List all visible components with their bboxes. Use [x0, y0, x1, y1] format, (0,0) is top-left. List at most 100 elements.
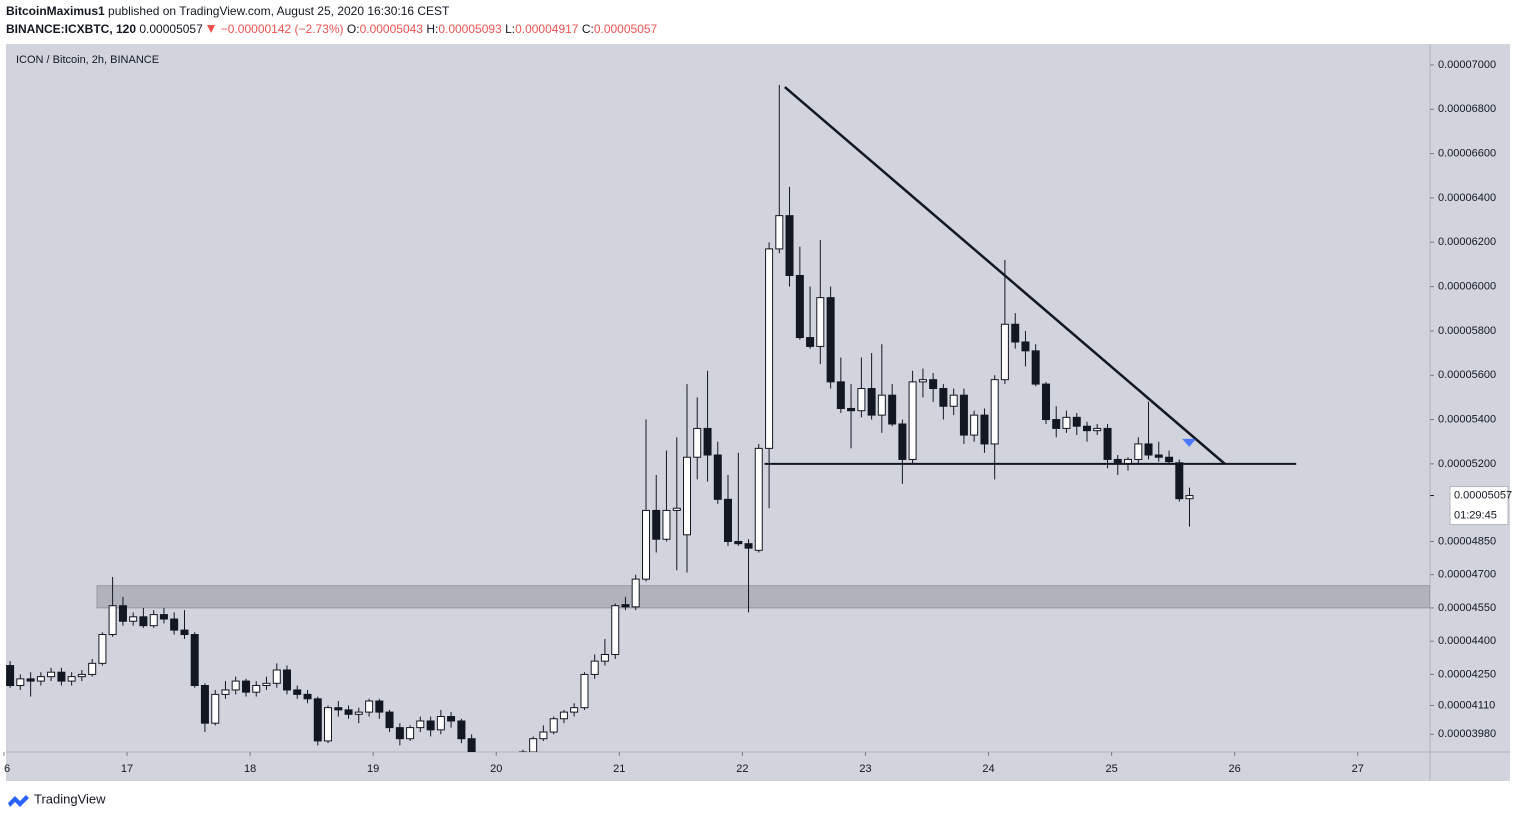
candle-body — [611, 605, 620, 655]
l-value: 0.00004917 — [515, 22, 579, 36]
candle-body — [703, 427, 712, 456]
candle-body — [272, 669, 281, 684]
candle-body — [898, 423, 907, 460]
candle-body — [580, 673, 589, 709]
plot — [6, 84, 1430, 752]
y-tick-label: 0.00005600 — [1438, 369, 1496, 381]
candle-body — [1082, 425, 1091, 432]
y-tick-label: 0.00006600 — [1438, 148, 1496, 160]
x-tick-label: 24 — [982, 763, 994, 775]
logo-icon — [8, 795, 29, 807]
candle-body — [765, 248, 774, 449]
candle-body — [539, 731, 548, 740]
candle-body — [621, 604, 630, 608]
candle-body — [77, 673, 86, 678]
candle-body — [652, 509, 661, 540]
x-tick-label: 25 — [1105, 763, 1117, 775]
candle-body — [775, 215, 784, 250]
candle-body — [323, 707, 332, 742]
o-value: 0.00005043 — [360, 22, 424, 36]
candle-body — [180, 629, 189, 636]
y-tick-label: 0.00004110 — [1438, 699, 1495, 711]
candle-body — [908, 381, 917, 460]
y-tick-label: 0.00006400 — [1438, 192, 1496, 204]
candle-body — [36, 676, 45, 682]
candle-body — [1052, 419, 1061, 429]
brand: TradingView — [34, 791, 106, 806]
candle-body — [200, 685, 209, 724]
zone — [96, 585, 1430, 609]
candle-body — [98, 634, 107, 664]
c-label: C: — [582, 22, 594, 36]
candle-body — [190, 634, 199, 687]
candle-body — [1021, 341, 1030, 352]
candle-body — [826, 297, 835, 383]
y-tick-label: 0.00005400 — [1438, 413, 1496, 425]
y-tick-label: 0.00005200 — [1438, 458, 1496, 470]
last: 0.00005057 — [139, 22, 203, 36]
candle-body — [867, 388, 876, 416]
candle-body — [1154, 454, 1163, 458]
candle-body — [672, 507, 681, 511]
candle-body — [929, 379, 938, 390]
published: published on TradingView.com, August 25,… — [108, 4, 450, 18]
candle-body — [426, 720, 435, 731]
candle-body — [529, 738, 538, 752]
y-tick-label: 0.00006800 — [1438, 103, 1496, 115]
candle-body — [129, 616, 138, 622]
x-tick-label: 26 — [1229, 763, 1241, 775]
candle-body — [590, 660, 599, 675]
candle-body — [1185, 495, 1194, 500]
y-tick-label: 0.00004550 — [1438, 602, 1496, 614]
h-value: 0.00005093 — [438, 22, 502, 36]
candle-body — [970, 414, 979, 436]
x-tick-label: 19 — [367, 763, 379, 775]
candle-body — [385, 711, 394, 729]
x-tick-label: 23 — [859, 763, 871, 775]
candle-body — [262, 682, 271, 687]
candle-body — [939, 388, 948, 407]
candle-body — [549, 718, 558, 733]
candle-body — [118, 605, 127, 622]
candle-body — [857, 388, 866, 412]
candle-body — [949, 394, 958, 407]
chart-title: ICON / Bitcoin, 2h, BINANCE — [16, 54, 159, 66]
candle-body — [662, 509, 671, 540]
signal-arrow — [1182, 438, 1197, 447]
candle-body — [211, 693, 220, 724]
candle-body — [1093, 427, 1102, 432]
candle-body — [723, 498, 732, 542]
candle-body — [959, 394, 968, 436]
candle-body — [139, 616, 148, 627]
y-tick-label: 0.00004400 — [1438, 635, 1496, 647]
candle-body — [47, 671, 56, 678]
chart-panel — [6, 44, 1510, 781]
x-tick-label: 6 — [4, 763, 10, 775]
candle-body — [847, 407, 856, 412]
candle-body — [1062, 416, 1071, 429]
candle-body — [293, 689, 302, 695]
candle-body — [406, 727, 415, 740]
candle-body — [1031, 350, 1040, 385]
y-tick-label: 0.00004850 — [1438, 535, 1496, 547]
candle-body — [754, 447, 763, 551]
down-arrow — [207, 25, 216, 33]
last-price-box — [1449, 486, 1509, 526]
x-tick-label: 22 — [736, 763, 748, 775]
candle-body — [631, 578, 640, 608]
candle-body — [170, 618, 179, 631]
change: −0.00000142 (−2.73%) — [221, 22, 344, 36]
y-tick-label: 0.00006200 — [1438, 236, 1496, 248]
h-label: H: — [426, 22, 438, 36]
candle-body — [877, 394, 886, 416]
candle-body — [221, 689, 230, 695]
candle-body — [16, 678, 25, 687]
l-label: L: — [505, 22, 515, 36]
author: BitcoinMaximus1 — [6, 4, 105, 18]
candle-body — [447, 716, 456, 722]
candle-body — [806, 337, 815, 347]
candle-body — [1011, 323, 1020, 343]
candle-body — [600, 653, 609, 662]
candle-body — [334, 707, 343, 711]
